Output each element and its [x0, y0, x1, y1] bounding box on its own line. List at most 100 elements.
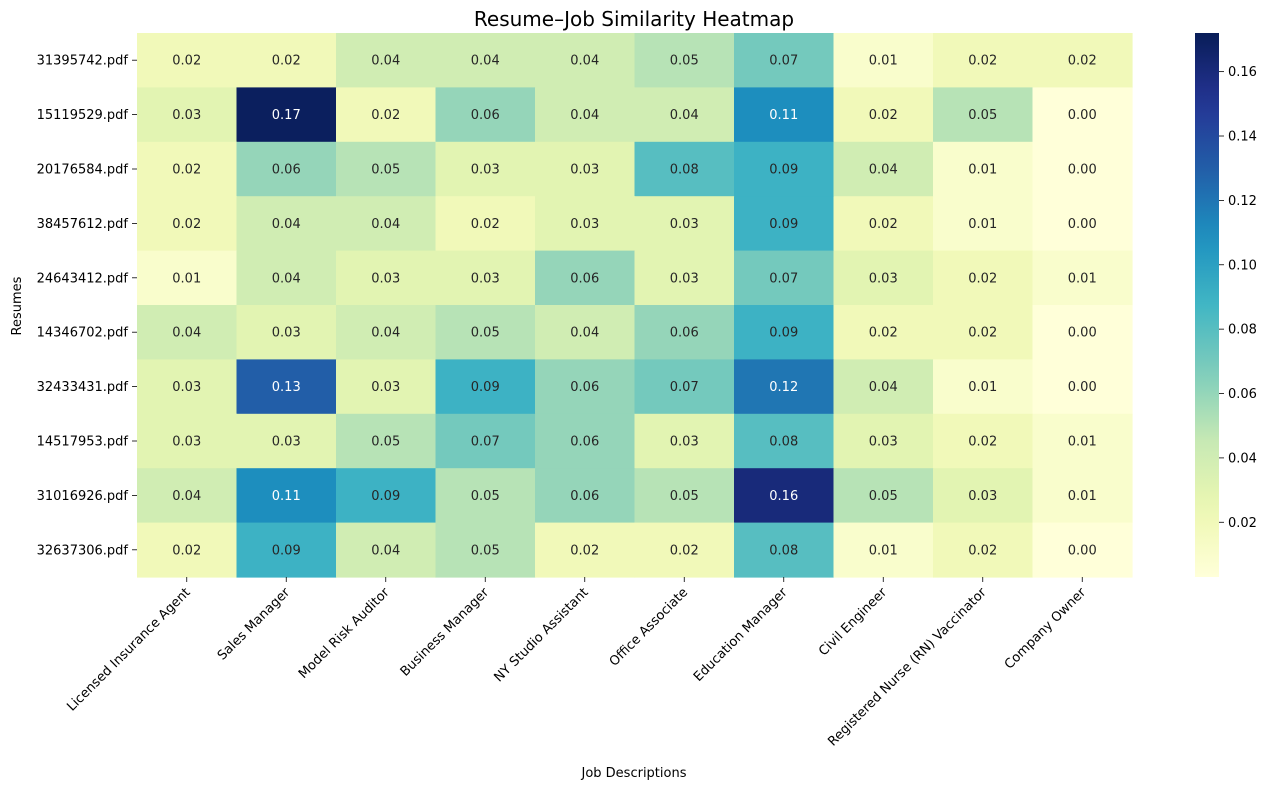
- y-tick-label: 31016926.pdf: [37, 489, 129, 504]
- heatmap-cell: [336, 522, 437, 578]
- heatmap-cell: [833, 359, 934, 415]
- colorbar-ticks: 0.02 0.04 0.06 0.08 0.10 0.12 0.14 0.16: [1219, 65, 1257, 531]
- y-tick-label: 32433431.pdf: [37, 380, 129, 395]
- cell-value-label: 0.02: [670, 543, 699, 558]
- cell-value-label: 0.03: [172, 380, 201, 395]
- cell-value-label: 0.04: [371, 217, 400, 232]
- heatmap-cell: [336, 196, 437, 252]
- heatmap-cell: [137, 87, 238, 143]
- cell-value-label: 0.09: [371, 489, 400, 504]
- heatmap-cell: [236, 250, 337, 306]
- cell-value-label: 0.04: [471, 54, 500, 69]
- cell-value-label: 0.03: [172, 108, 201, 123]
- cell-value-label: 0.04: [272, 217, 301, 232]
- cell-value-label: 0.09: [769, 217, 798, 232]
- cell-value-label: 0.03: [570, 217, 599, 232]
- heatmap-cell: [833, 250, 934, 306]
- cell-value-label: 0.04: [371, 54, 400, 69]
- heatmap-cell: [336, 141, 437, 197]
- colorbar: [1195, 33, 1219, 577]
- heatmap-cell: [137, 413, 238, 469]
- colorbar-tick-label: 0.02: [1228, 516, 1257, 531]
- cell-value-label: 0.00: [1068, 543, 1097, 558]
- cell-value-label: 0.05: [371, 435, 400, 450]
- cell-value-label: 0.16: [769, 489, 798, 504]
- cell-value-label: 0.02: [968, 54, 997, 69]
- cell-value-label: 0.05: [968, 108, 997, 123]
- cell-value-label: 0.03: [670, 271, 699, 286]
- cell-value-label: 0.03: [172, 435, 201, 450]
- heatmap-cell: [535, 413, 636, 469]
- x-tick-label: Model Risk Auditor: [296, 585, 393, 682]
- cell-value-label: 0.11: [769, 108, 798, 123]
- cell-value-label: 0.01: [1068, 489, 1097, 504]
- heatmap-cell: [933, 196, 1034, 252]
- heatmap-cell: [236, 305, 337, 360]
- cell-value-label: 0.09: [769, 326, 798, 341]
- heatmap-cell: [535, 141, 636, 197]
- heatmap-cell: [137, 305, 238, 360]
- cell-value-label: 0.07: [769, 271, 798, 286]
- heatmap-cell: [634, 305, 735, 360]
- y-tick-label: 14346702.pdf: [37, 326, 129, 341]
- heatmap-cell: [634, 250, 735, 306]
- cell-value-label: 0.02: [172, 54, 201, 69]
- heatmap-cell: [833, 196, 934, 252]
- cell-value-label: 0.03: [272, 326, 301, 341]
- heatmap-cell: [535, 33, 636, 88]
- heatmap-cell: [336, 468, 437, 524]
- cell-value-label: 0.04: [172, 489, 201, 504]
- heatmap-cell: [535, 468, 636, 524]
- heatmap-cell: [734, 141, 835, 197]
- heatmap-cell: [833, 87, 934, 143]
- cell-value-label: 0.05: [670, 54, 699, 69]
- heatmap-cell: [634, 522, 735, 578]
- heatmap-cell: [734, 522, 835, 578]
- cell-value-label: 0.03: [968, 489, 997, 504]
- heatmap-cell: [435, 413, 536, 469]
- cell-value-label: 0.02: [172, 543, 201, 558]
- heatmap-cell: [336, 413, 437, 469]
- cell-value-label: 0.07: [471, 435, 500, 450]
- cell-value-label: 0.11: [272, 489, 301, 504]
- cell-value-label: 0.09: [471, 380, 500, 395]
- cell-value-label: 0.03: [272, 435, 301, 450]
- cell-value-label: 0.01: [869, 54, 898, 69]
- heatmap-cell: [634, 413, 735, 469]
- cell-value-label: 0.04: [570, 326, 599, 341]
- cell-value-label: 0.02: [172, 217, 201, 232]
- heatmap-cell: [933, 33, 1034, 88]
- cell-value-label: 0.06: [570, 380, 599, 395]
- y-tick-label: 38457612.pdf: [37, 217, 129, 232]
- cell-value-label: 0.06: [471, 108, 500, 123]
- heatmap-cell: [137, 141, 238, 197]
- cell-value-label: 0.04: [570, 108, 599, 123]
- heatmap-cell: [236, 468, 337, 524]
- cell-value-label: 0.01: [869, 543, 898, 558]
- cell-value-label: 0.08: [769, 435, 798, 450]
- cell-value-label: 0.04: [869, 380, 898, 395]
- cell-value-label: 0.03: [371, 380, 400, 395]
- cell-value-label: 0.02: [869, 326, 898, 341]
- heatmap-cell: [933, 413, 1034, 469]
- cell-value-label: 0.00: [1068, 380, 1097, 395]
- cell-value-label: 0.06: [570, 489, 599, 504]
- cell-value-label: 0.00: [1068, 326, 1097, 341]
- heatmap-cell: [1032, 522, 1133, 578]
- heatmap-cell: [734, 196, 835, 252]
- x-tick-label: NY Studio Assistant: [491, 585, 591, 685]
- heatmap-cell: [1032, 141, 1133, 197]
- cell-value-label: 0.03: [869, 435, 898, 450]
- x-tick-label: Sales Manager: [215, 585, 294, 664]
- heatmap-cell: [734, 33, 835, 88]
- y-tick-label: 20176584.pdf: [37, 163, 129, 178]
- heatmap-cell: [634, 87, 735, 143]
- heatmap-cell: [1032, 413, 1133, 469]
- heatmap-cell: [634, 359, 735, 415]
- heatmap-cell: [535, 522, 636, 578]
- colorbar-tick-label: 0.08: [1228, 323, 1257, 338]
- cell-value-label: 0.00: [1068, 163, 1097, 178]
- cell-value-label: 0.02: [570, 543, 599, 558]
- heatmap-cell: [336, 359, 437, 415]
- heatmap-cell: [634, 468, 735, 524]
